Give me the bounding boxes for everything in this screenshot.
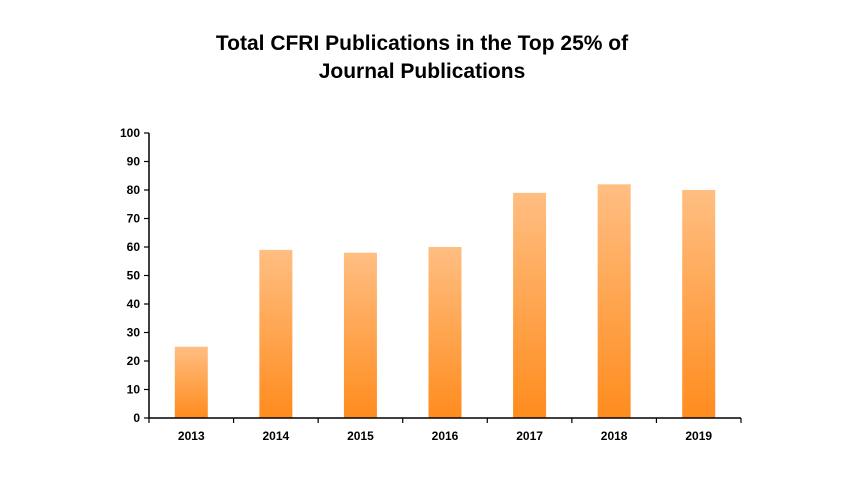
x-tick-label: 2015 [347,429,374,443]
y-tick-label: 40 [127,297,141,311]
y-tick-label: 70 [127,212,141,226]
x-tick-label: 2013 [178,429,205,443]
chart-title-line-1: Total CFRI Publications in the Top 25% o… [215,32,629,55]
bar-2017 [513,192,547,418]
y-tick-label: 50 [127,269,141,283]
bar-2015 [343,252,377,418]
bars [174,184,716,418]
chart-title: Total CFRI Publications in the Top 25% o… [0,30,844,86]
bar-2018 [597,184,631,418]
y-tick-label: 0 [133,411,140,425]
x-tick-label: 2017 [516,429,543,443]
chart-title-line-2: Journal Publications [318,60,526,83]
x-tick-label: 2019 [685,429,712,443]
y-axis-ticks: 0 10 20 30 40 50 60 70 80 90 100 [120,126,149,425]
bar-2014 [259,249,293,418]
y-tick-label: 60 [127,240,141,254]
y-tick-label: 20 [127,354,141,368]
x-tick-label: 2018 [601,429,628,443]
bar-2019 [682,190,716,418]
y-tick-label: 100 [120,126,140,140]
y-tick-label: 30 [127,326,141,340]
x-axis-ticks: 2013 2014 2015 2016 2017 2018 2019 [148,418,742,443]
bar-2016 [428,247,462,418]
y-tick-label: 90 [127,155,141,169]
y-tick-label: 80 [127,183,141,197]
x-tick-label: 2016 [432,429,459,443]
x-tick-label: 2014 [263,429,290,443]
y-tick-label: 10 [127,383,141,397]
bar-2013 [174,346,208,418]
